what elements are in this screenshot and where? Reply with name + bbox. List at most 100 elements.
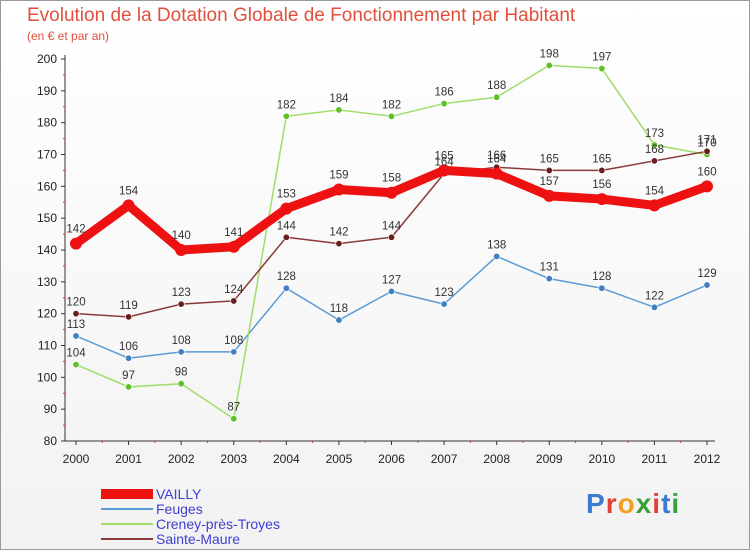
legend-label: Sainte-Maure bbox=[156, 531, 241, 547]
data-point-creney-pres-troyes bbox=[650, 141, 658, 149]
data-label-vailly: 165 bbox=[434, 150, 453, 162]
legend-item-sainte-maure: Sainte-Maure bbox=[101, 532, 361, 547]
data-point-feuges bbox=[440, 300, 448, 308]
data-point-feuges bbox=[387, 287, 395, 295]
data-label-vailly: 142 bbox=[66, 224, 85, 236]
data-label-sainte-maure: 123 bbox=[172, 287, 191, 299]
data-label-feuges: 106 bbox=[119, 341, 138, 353]
data-point-feuges bbox=[230, 348, 238, 356]
data-point-vailly bbox=[648, 199, 661, 212]
legend-swatch bbox=[101, 489, 153, 499]
data-label-sainte-maure: 168 bbox=[645, 144, 664, 156]
data-label-creney-pres-troyes: 182 bbox=[382, 99, 401, 111]
data-label-feuges: 127 bbox=[382, 274, 401, 286]
data-label-sainte-maure: 171 bbox=[697, 134, 716, 146]
data-point-vailly bbox=[122, 199, 135, 212]
data-point-vailly bbox=[595, 193, 608, 206]
data-point-vailly bbox=[280, 202, 293, 215]
legend-swatch bbox=[101, 538, 153, 540]
data-label-feuges: 128 bbox=[277, 271, 296, 283]
data-label-feuges: 131 bbox=[540, 262, 559, 274]
data-label-vailly: 156 bbox=[592, 179, 611, 191]
y-tick-label: 170 bbox=[37, 148, 57, 162]
data-label-creney-pres-troyes: 104 bbox=[66, 348, 86, 360]
data-point-vailly bbox=[175, 244, 188, 256]
data-label-sainte-maure: 165 bbox=[540, 153, 559, 165]
chart-subtitle: (en € et par an) bbox=[27, 29, 110, 43]
data-point-feuges bbox=[545, 275, 553, 283]
data-label-creney-pres-troyes: 97 bbox=[122, 370, 135, 382]
y-tick-label: 190 bbox=[37, 84, 57, 98]
data-point-sainte-maure bbox=[72, 310, 80, 318]
data-point-vailly bbox=[438, 164, 451, 177]
data-point-vailly bbox=[543, 189, 556, 202]
data-label-vailly: 158 bbox=[382, 173, 401, 185]
data-label-creney-pres-troyes: 188 bbox=[487, 80, 506, 92]
data-point-feuges bbox=[335, 316, 343, 324]
axes: 80 90 100 110 120 130 140 150 160 170 180 190 200 200… bbox=[37, 52, 721, 466]
series-layer bbox=[70, 61, 713, 423]
data-label-sainte-maure: 124 bbox=[224, 284, 244, 296]
data-point-feuges bbox=[598, 284, 606, 292]
x-tick-label: 2012 bbox=[694, 452, 721, 466]
data-label-vailly: 164 bbox=[487, 154, 507, 166]
x-tick-label: 2011 bbox=[642, 452, 668, 466]
data-label-feuges: 129 bbox=[697, 268, 716, 280]
y-tick-label: 120 bbox=[37, 307, 57, 321]
data-point-vailly bbox=[70, 237, 82, 250]
y-tick-label: 100 bbox=[37, 370, 57, 384]
proxiti-logo: Proxiti bbox=[586, 488, 681, 519]
data-point-creney-pres-troyes bbox=[177, 380, 185, 388]
data-point-feuges bbox=[72, 332, 80, 340]
y-tick-label: 140 bbox=[37, 243, 57, 257]
x-tick-label: 2004 bbox=[273, 452, 300, 466]
data-label-creney-pres-troyes: 184 bbox=[329, 93, 349, 105]
y-tick-label: 110 bbox=[38, 339, 57, 353]
data-point-feuges bbox=[650, 303, 658, 311]
data-point-vailly bbox=[490, 167, 503, 180]
legend: VAILLY Feuges Creney-près-Troyes Sainte-Mau… bbox=[101, 487, 361, 547]
data-label-vailly: 154 bbox=[645, 185, 665, 197]
y-tick-label: 160 bbox=[37, 179, 57, 193]
data-point-sainte-maure bbox=[650, 157, 658, 165]
data-point-sainte-maure bbox=[230, 297, 238, 305]
data-label-feuges: 118 bbox=[330, 303, 348, 315]
legend-label: Creney-près-Troyes bbox=[156, 516, 280, 532]
data-label-vailly: 157 bbox=[540, 176, 559, 188]
data-label-creney-pres-troyes: 186 bbox=[434, 87, 453, 99]
data-point-sainte-maure bbox=[598, 166, 606, 174]
x-tick-label: 2008 bbox=[483, 452, 510, 466]
data-labels-layer: 113 106 108 108 128 118 127 123 138 131 128 122 129 1… bbox=[66, 48, 716, 413]
data-label-vailly: 159 bbox=[329, 170, 348, 182]
y-tick-label: 180 bbox=[37, 116, 57, 130]
series-creney-pres-troyes bbox=[72, 61, 711, 423]
data-point-feuges bbox=[125, 354, 133, 362]
data-label-creney-pres-troyes: 87 bbox=[227, 402, 240, 414]
data-label-sainte-maure: 164 bbox=[434, 157, 454, 169]
data-label-sainte-maure: 144 bbox=[382, 220, 402, 232]
legend-swatch bbox=[101, 508, 153, 510]
x-tick-label: 2000 bbox=[63, 452, 90, 466]
data-label-sainte-maure: 119 bbox=[119, 300, 137, 312]
x-tick-label: 2006 bbox=[378, 452, 405, 466]
data-point-creney-pres-troyes bbox=[440, 100, 448, 108]
data-point-sainte-maure bbox=[387, 233, 395, 241]
data-label-feuges: 108 bbox=[172, 335, 191, 347]
data-point-creney-pres-troyes bbox=[598, 65, 606, 73]
data-label-vailly: 160 bbox=[697, 166, 716, 178]
data-label-sainte-maure: 165 bbox=[592, 153, 611, 165]
chart-title: Evolution de la Dotation Globale de Fonc… bbox=[27, 5, 576, 26]
data-label-vailly: 154 bbox=[119, 185, 139, 197]
data-label-creney-pres-troyes: 170 bbox=[697, 138, 716, 150]
y-tick-label: 80 bbox=[44, 434, 58, 448]
data-point-feuges bbox=[282, 284, 290, 292]
data-label-feuges: 123 bbox=[434, 287, 453, 299]
data-label-sainte-maure: 120 bbox=[66, 297, 85, 309]
x-tick-label: 2005 bbox=[326, 452, 353, 466]
data-label-creney-pres-troyes: 173 bbox=[645, 128, 664, 140]
data-point-sainte-maure bbox=[703, 147, 711, 155]
data-label-sainte-maure: 142 bbox=[329, 227, 348, 239]
data-point-feuges bbox=[177, 348, 185, 356]
data-point-sainte-maure bbox=[282, 233, 290, 241]
